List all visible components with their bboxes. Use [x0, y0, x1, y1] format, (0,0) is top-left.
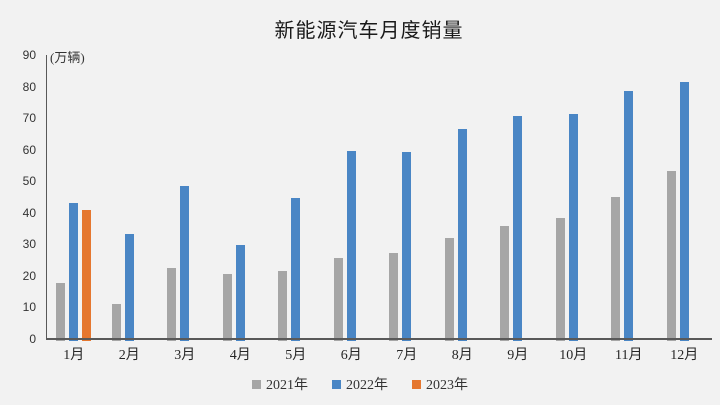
x-tick-label-10月: 10月: [559, 348, 588, 363]
y-tick-label: 90: [22, 48, 36, 62]
legend-swatch-icon: [332, 379, 341, 389]
x-tick-label-4月: 4月: [229, 348, 251, 363]
bar-2021年-9月: [500, 226, 510, 341]
y-tick-label: 40: [22, 205, 36, 220]
y-tick-label: 80: [22, 79, 36, 94]
x-tick-label-2月: 2月: [118, 348, 140, 363]
bar-2021年-4月: [222, 273, 232, 341]
legend-item-2021年: 2021年: [252, 374, 308, 394]
bar-2022年-12月: [679, 82, 689, 341]
legend-item-2023年: 2023年: [412, 374, 468, 394]
bar-2022年-1月: [69, 202, 79, 341]
legend-label: 2023年: [426, 378, 468, 393]
bar-2022年-8月: [457, 128, 467, 341]
bar-2021年-8月: [444, 237, 454, 341]
x-tick-label-8月: 8月: [451, 348, 473, 363]
bar-2021年-5月: [278, 270, 288, 341]
legend-swatch-icon: [412, 379, 421, 389]
bar-2021年-1月: [56, 282, 66, 341]
bar-2022年-7月: [402, 151, 412, 341]
x-tick-label-3月: 3月: [174, 348, 196, 363]
y-axis-line: [46, 55, 47, 340]
x-tick-label-1月: 1月: [63, 348, 85, 363]
x-tick-label-11月: 11月: [615, 348, 643, 363]
bar-2022年-6月: [346, 150, 356, 341]
y-tick-label: 20: [22, 268, 36, 283]
bar-2021年-6月: [333, 258, 343, 341]
y-axis-unit-label: (万辆): [50, 50, 85, 65]
x-tick-label-7月: 7月: [396, 348, 418, 363]
legend-item-2022年: 2022年: [332, 374, 388, 394]
chart-title: 新能源汽车月度销量: [274, 20, 464, 42]
bar-2022年-4月: [235, 244, 245, 341]
bar-2022年-2月: [124, 233, 134, 341]
bar-2021年-12月: [666, 171, 676, 341]
bar-2021年-2月: [111, 304, 121, 341]
y-tick-label: 60: [22, 142, 36, 157]
legend: 2021年 2022年 2023年: [0, 374, 720, 394]
y-tick-label: 50: [22, 174, 36, 189]
bar-2022年-3月: [180, 186, 190, 341]
bar-2022年-10月: [568, 113, 578, 341]
bar-2021年-3月: [167, 267, 177, 341]
x-tick-label-6月: 6月: [340, 348, 362, 363]
y-tick-label: 0: [29, 332, 36, 346]
bar-2022年-9月: [513, 115, 523, 341]
bar-2022年-11月: [624, 90, 634, 341]
legend-label: 2021年: [266, 378, 308, 393]
bar-2021年-7月: [389, 253, 399, 341]
bar-2021年-11月: [611, 197, 621, 341]
x-tick-label-9月: 9月: [507, 348, 529, 363]
legend-swatch-icon: [252, 379, 261, 389]
bar-2022年-5月: [291, 197, 301, 341]
y-tick-label: 10: [22, 300, 36, 315]
x-axis-line: [46, 338, 712, 340]
legend-label: 2022年: [346, 378, 388, 393]
y-tick-label: 70: [22, 111, 36, 126]
bar-2021年-10月: [555, 218, 565, 341]
y-tick-label: 30: [22, 237, 36, 252]
x-tick-label-12月: 12月: [670, 348, 699, 363]
x-tick-label-5月: 5月: [285, 348, 307, 363]
bar-2023年-1月: [82, 210, 92, 341]
